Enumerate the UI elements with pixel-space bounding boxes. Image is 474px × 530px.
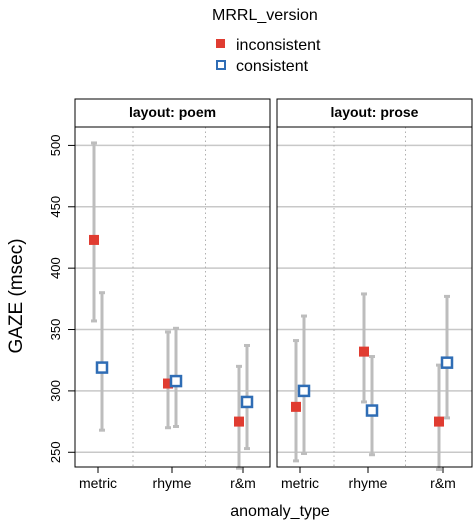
x-tick-label: rhyme: [153, 475, 192, 491]
legend-marker-inconsistent: [216, 39, 225, 48]
legend-label-inconsistent: inconsistent: [236, 37, 321, 54]
legend-marker-consistent: [216, 60, 226, 70]
point-marker-consistent: [297, 384, 311, 398]
strip-label: layout: poem: [129, 104, 216, 120]
point-marker-inconsistent: [434, 416, 444, 427]
point-marker-inconsistent: [291, 401, 301, 412]
point-marker-consistent: [440, 356, 454, 369]
y-tick-label-group: 450: [48, 196, 63, 218]
legend: MRRL_version inconsistent consistent: [212, 7, 321, 75]
panel-frame: [276, 126, 473, 468]
y-axis-title: GAZE (msec): [6, 238, 27, 353]
x-tick-label: r&m: [230, 475, 256, 491]
y-tick-label: 250: [48, 441, 63, 463]
panel-frame: [74, 126, 271, 468]
x-tick-label: r&m: [430, 475, 456, 491]
y-tick-label: 450: [48, 196, 63, 218]
y-tick-label: 350: [48, 319, 63, 341]
point-marker-inconsistent: [359, 346, 369, 357]
x-tick-label: metric: [281, 475, 319, 491]
strip-box: [276, 98, 473, 128]
point-marker-consistent: [169, 374, 183, 388]
x-tick-label: metric: [79, 475, 117, 491]
y-tick-label-group: 250: [48, 441, 63, 463]
y-tick-label: 400: [48, 257, 63, 279]
y-tick-label-group: 500: [48, 135, 63, 157]
strip-label: layout: prose: [331, 104, 419, 120]
point-marker-inconsistent: [89, 234, 99, 245]
y-tick-label: 300: [48, 380, 63, 402]
x-axis-title: anomaly_type: [230, 503, 330, 520]
y-tick-label: 500: [48, 135, 63, 157]
y-tick-label-group: 350: [48, 319, 63, 341]
y-tick-label-group: 300: [48, 380, 63, 402]
y-tick-label-group: 400: [48, 257, 63, 279]
point-marker-inconsistent: [163, 378, 173, 389]
legend-label-consistent: consistent: [236, 58, 309, 75]
x-tick-label: rhyme: [349, 475, 388, 491]
y-axis-title-group: GAZE (msec): [6, 238, 27, 353]
point-marker-consistent: [240, 395, 254, 409]
point-marker-consistent: [365, 404, 379, 417]
legend-title: MRRL_version: [212, 7, 318, 24]
point-marker-consistent: [95, 361, 109, 374]
point-marker-inconsistent: [234, 416, 244, 427]
